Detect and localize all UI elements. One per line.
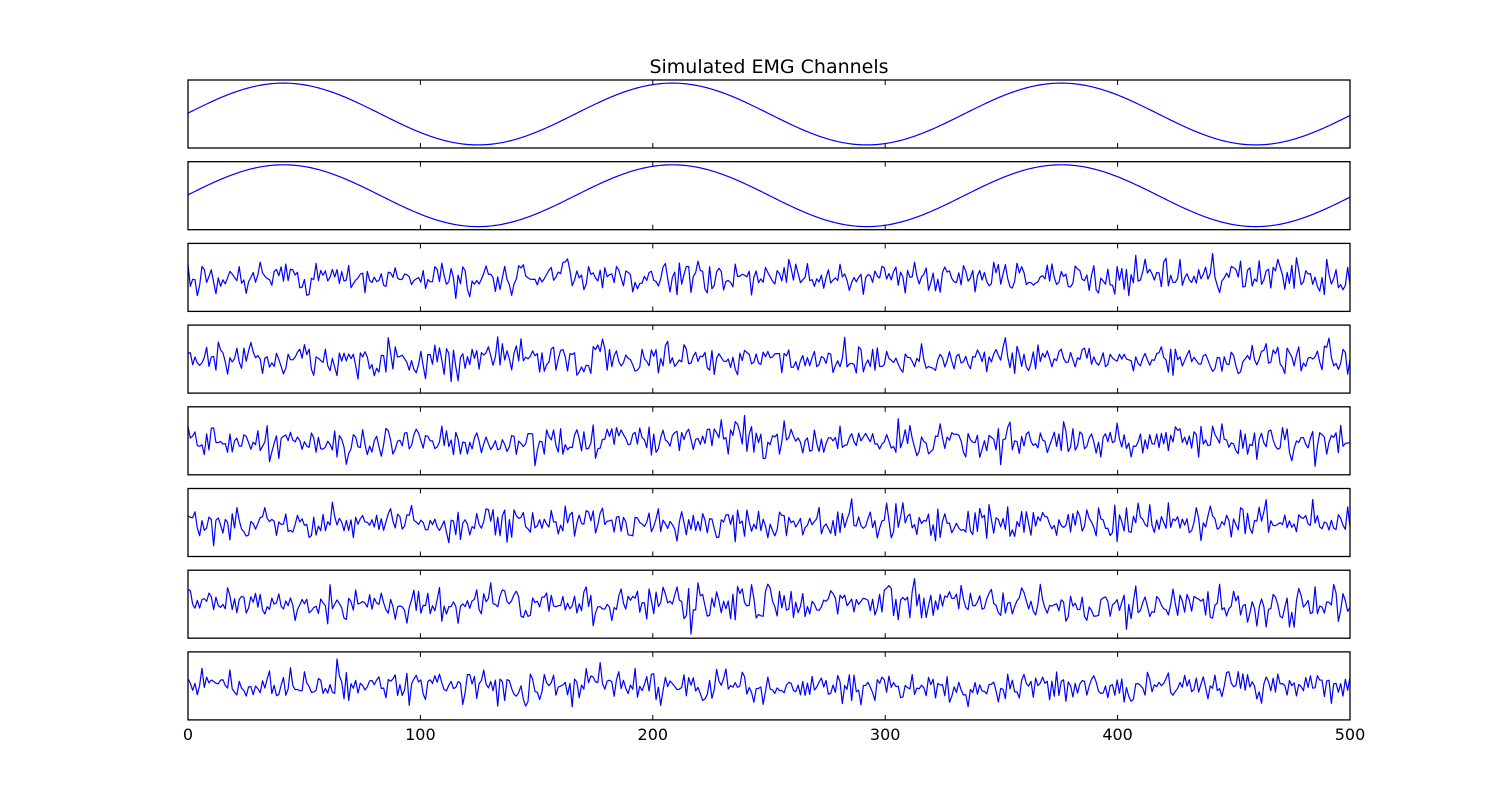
channel-trace — [187, 578, 1351, 635]
channel-panel — [187, 242, 1351, 313]
panel-frame — [187, 651, 1351, 721]
panel-frame — [187, 487, 1351, 558]
chart-title: Simulated EMG Channels — [649, 56, 888, 78]
channel-trace — [187, 164, 1351, 228]
x-tick-label: 0 — [183, 725, 193, 744]
channel-trace — [187, 82, 1351, 146]
channel-trace — [187, 336, 1351, 383]
channel-panel — [187, 487, 1351, 558]
channel-panel — [187, 324, 1351, 394]
x-tick-label: 300 — [870, 725, 901, 744]
channel-panels — [187, 79, 1351, 721]
channel-panel — [187, 79, 1351, 149]
x-tick-label: 100 — [405, 725, 436, 744]
channel-panel — [187, 569, 1351, 639]
x-tick-label: 200 — [638, 725, 669, 744]
panel-frame — [187, 569, 1351, 639]
channel-trace — [187, 658, 1351, 708]
panel-frame — [187, 161, 1351, 231]
x-tick-label: 400 — [1102, 725, 1133, 744]
channel-panel — [187, 406, 1351, 476]
x-axis: 0 100 200 300 400 500 — [183, 725, 1365, 744]
panel-frame — [187, 406, 1351, 476]
panel-frame — [187, 324, 1351, 394]
channel-trace — [187, 498, 1351, 547]
channel-panel — [187, 651, 1351, 721]
panel-frame — [187, 79, 1351, 149]
channel-trace — [187, 414, 1351, 467]
channel-trace — [187, 252, 1351, 300]
panel-frame — [187, 242, 1351, 313]
channel-panel — [187, 161, 1351, 231]
x-tick-label: 500 — [1335, 725, 1366, 744]
